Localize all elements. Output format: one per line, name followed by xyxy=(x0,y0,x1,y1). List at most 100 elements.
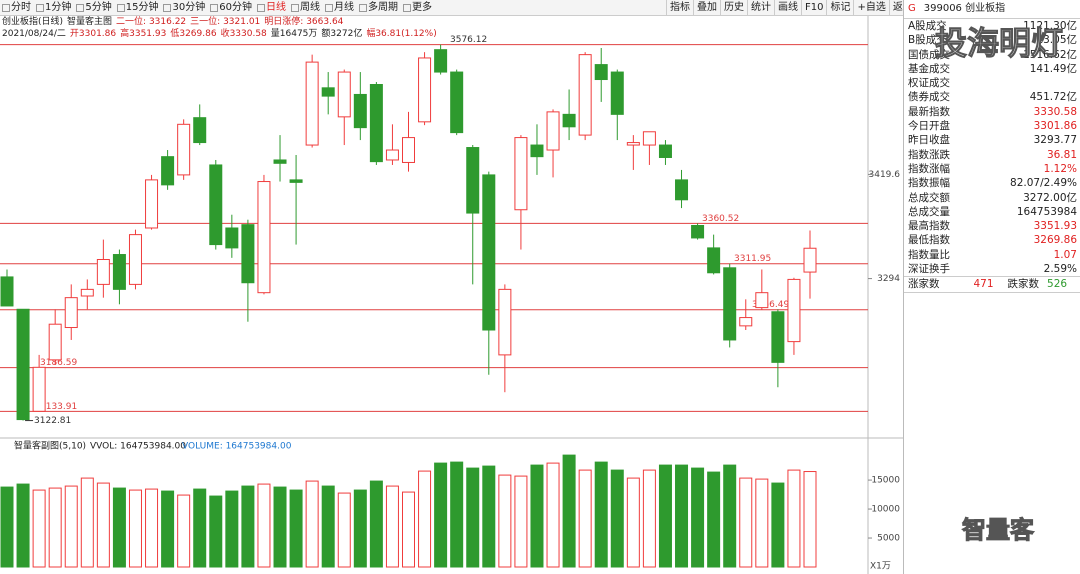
candle-body xyxy=(546,111,560,151)
quote-row: 国债成交 1516.62亿 xyxy=(904,48,1080,62)
series-label: VVOL: 164753984.00 xyxy=(90,442,186,452)
candle-body xyxy=(209,164,223,246)
info-line: 创业板指(日线) 智量客主图 二一位: 3316.22 三一位: 3321.01 明日涨… xyxy=(2,16,347,28)
period-button[interactable]: 15分钟 xyxy=(115,0,162,15)
level-label: 3311.95 xyxy=(734,254,771,264)
info-item: 明日涨停: 3663.64 xyxy=(264,17,344,27)
tool-button[interactable]: 画线 xyxy=(774,0,801,15)
level-label: 3186.59 xyxy=(40,358,77,368)
candle-body xyxy=(466,147,480,214)
quote-row: B股成交 13.05亿 xyxy=(904,33,1080,47)
volume-bar xyxy=(530,464,544,568)
period-button[interactable]: 分时 xyxy=(0,0,34,15)
volume-bar xyxy=(273,486,287,568)
volume-bar xyxy=(434,462,448,568)
period-button[interactable]: 30分钟 xyxy=(161,0,208,15)
candle-body xyxy=(64,297,78,329)
info-item: 高3351.93 xyxy=(120,29,167,39)
candle-body xyxy=(337,71,351,118)
volume-bar xyxy=(369,480,383,568)
tool-button[interactable]: 叠加 xyxy=(693,0,720,15)
period-button[interactable]: 5分钟 xyxy=(74,0,114,15)
quote-value: 82.07/2.49% xyxy=(1010,177,1077,190)
volume-bar xyxy=(546,462,560,568)
period-button[interactable]: 60分钟 xyxy=(208,0,255,15)
quote-row: 总成交额 3272.00亿 xyxy=(904,191,1080,205)
volume-bar xyxy=(32,489,46,568)
quote-value: 1.12% xyxy=(1043,162,1077,175)
quote-label: 最高指数 xyxy=(908,220,950,233)
volume-bar xyxy=(450,461,464,568)
unit-label: X1万 xyxy=(870,562,891,572)
quote-row: 深证换手 2.59% xyxy=(904,262,1080,276)
info-item: 2021/08/24/二 xyxy=(2,29,66,39)
volume-bar xyxy=(337,492,351,568)
tool-button[interactable]: F10 xyxy=(801,0,826,15)
quote-row: 最高指数 3351.93 xyxy=(904,219,1080,233)
y-tick-label: 3419.6 xyxy=(869,170,901,180)
quote-value: 3301.86 xyxy=(1033,120,1077,133)
volume-bar xyxy=(177,494,191,568)
period-button[interactable]: 月线 xyxy=(323,0,357,15)
period-button[interactable]: 更多 xyxy=(401,0,435,15)
quote-rows: A股成交 1121.30亿 B股成交 13.05亿 国债成交 1516.62亿 基金成交 14… xyxy=(904,19,1080,293)
candle-body xyxy=(32,366,46,412)
watermark: 投海明灯 xyxy=(934,24,1064,63)
y-tick-label: 15000 xyxy=(871,476,900,486)
quote-label: 指数振幅 xyxy=(908,177,950,190)
candle-body xyxy=(177,123,191,176)
volume-bar xyxy=(723,464,737,568)
candle-body xyxy=(803,247,817,273)
volume-bar xyxy=(803,471,817,568)
tool-button[interactable]: 历史 xyxy=(720,0,747,15)
candle-body xyxy=(755,292,769,309)
volume-bar xyxy=(193,488,207,568)
period-button[interactable]: 1分钟 xyxy=(34,0,74,15)
quote-value: 13.05亿 xyxy=(1036,34,1077,47)
candle-body xyxy=(707,247,721,274)
info-item: 低3269.86 xyxy=(170,29,217,39)
quote-row: 指数振幅 82.07/2.49% xyxy=(904,176,1080,190)
tool-button[interactable]: +自选 xyxy=(853,0,888,15)
y-tick-label: 10000 xyxy=(871,505,900,515)
candle-body xyxy=(369,84,383,163)
y-tick-label: 3294 xyxy=(877,274,900,284)
tool-button[interactable]: 标记 xyxy=(826,0,853,15)
tool-button[interactable]: 指标 xyxy=(666,0,693,15)
candle-body xyxy=(161,156,175,186)
volume-bar xyxy=(707,471,721,568)
breadth-label: 跌家数 xyxy=(1007,278,1040,291)
volume-bar xyxy=(241,485,255,568)
volume-bar xyxy=(145,488,159,568)
quote-label: 基金成交 xyxy=(908,62,950,75)
volume-bar xyxy=(128,489,142,568)
quote-value: 1121.30亿 xyxy=(1023,20,1077,32)
candle-body xyxy=(48,323,62,361)
candle-body xyxy=(385,149,399,161)
low-label: 3122.81 xyxy=(34,416,71,426)
candle-body xyxy=(723,267,737,341)
tool-button[interactable]: 统计 xyxy=(747,0,774,15)
level-label: 3133.91 xyxy=(40,402,77,412)
quote-row: 最低指数 3269.86 xyxy=(904,233,1080,247)
quote-label: 最新指数 xyxy=(908,105,950,118)
period-button[interactable]: 日线 xyxy=(255,0,289,15)
volume-bar xyxy=(498,474,512,568)
quote-label: 国债成交 xyxy=(908,48,950,61)
period-button[interactable]: 周线 xyxy=(289,0,323,15)
tool-button[interactable]: 返回 xyxy=(888,0,916,15)
period-button[interactable]: 多周期 xyxy=(357,0,401,15)
quote-value: 3293.77 xyxy=(1033,134,1077,147)
volume-bar xyxy=(482,465,496,568)
candle-body xyxy=(691,225,705,239)
quote-label: 指数涨跌 xyxy=(908,148,950,161)
quote-row: 最新指数 3330.58 xyxy=(904,105,1080,119)
volume-bar xyxy=(466,467,480,568)
quote-label: B股成交 xyxy=(908,34,947,47)
volume-bar xyxy=(578,469,592,568)
volume-bar xyxy=(353,489,367,568)
candle-body xyxy=(80,288,94,297)
candle-body xyxy=(418,57,432,123)
volume-bar xyxy=(642,469,656,568)
